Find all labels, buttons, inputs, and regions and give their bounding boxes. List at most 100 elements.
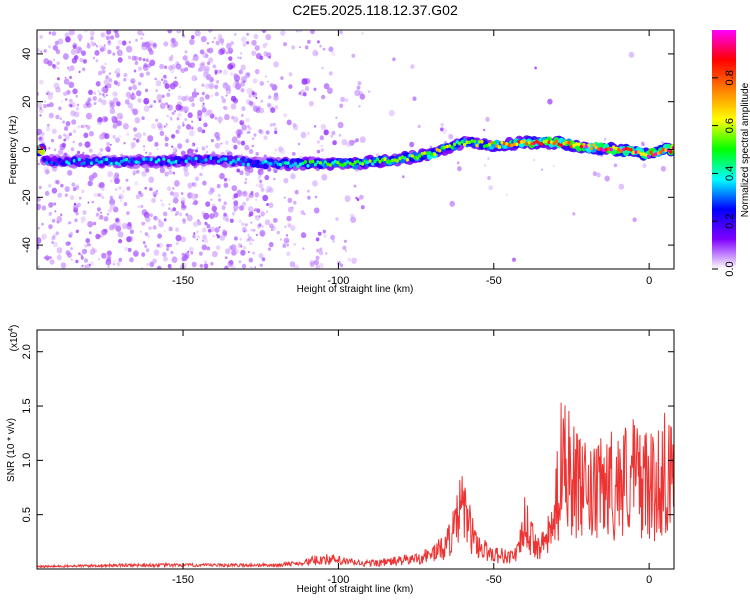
- spectrogram-speckle: [134, 181, 139, 186]
- spectrogram-speckle: [126, 132, 130, 136]
- spectrogram-speckle: [547, 98, 553, 105]
- spectrogram-speckle: [250, 266, 253, 269]
- colorbar-tick-label: 0.4: [724, 166, 736, 181]
- spectrogram-speckle: [286, 239, 289, 243]
- spectrogram-speckle: [121, 40, 127, 46]
- spectrogram-speckle: [360, 205, 365, 210]
- spectrogram-ridge-blob: [567, 140, 571, 145]
- spectrogram-ridge-blob: [525, 142, 529, 146]
- spectrogram-speckle: [106, 141, 110, 147]
- spectrogram-speckle: [216, 184, 221, 189]
- spectrogram-speckle: [337, 121, 344, 129]
- spectrogram-speckle: [151, 188, 153, 191]
- spectrogram-speckle: [126, 236, 132, 243]
- spectrogram-ridge-blob: [251, 163, 255, 168]
- spectrogram-speckle: [213, 211, 219, 218]
- spectrogram-speckle: [39, 108, 44, 114]
- spectrogram-ridge-blob: [124, 157, 129, 162]
- spectrogram-speckle: [144, 186, 147, 190]
- spectrogram-speckle: [252, 251, 256, 255]
- spectrogram-speckle: [171, 256, 178, 264]
- spectrogram-speckle: [116, 72, 121, 77]
- spectrogram-speckle: [80, 216, 86, 223]
- spectrogram-ridge-blob: [311, 159, 315, 164]
- spectrogram-speckle: [217, 193, 221, 198]
- spectrogram-speckle: [632, 217, 637, 222]
- spectrogram-ridge-blob: [147, 158, 151, 162]
- spectrogram-speckle: [258, 107, 265, 114]
- spectrogram-ridge-blob: [554, 139, 559, 144]
- spectrogram-speckle: [289, 261, 296, 268]
- spectrogram-speckle: [69, 221, 72, 225]
- spectrogram-ridge-blob: [609, 147, 613, 152]
- spectrogram-speckle: [193, 88, 197, 92]
- spectrogram-speckle: [230, 72, 233, 76]
- spectrogram-ridge-blob: [112, 161, 116, 165]
- spectrogram-speckle: [148, 176, 155, 183]
- spectrogram-speckle: [116, 120, 123, 127]
- spectrogram-ridge-blob: [214, 156, 218, 160]
- spectrogram-speckle: [117, 231, 124, 238]
- spectrogram-speckle: [258, 177, 261, 180]
- spectrogram-speckle: [115, 120, 122, 127]
- spectrogram-speckle: [192, 202, 195, 205]
- spectrogram-speckle: [161, 94, 165, 99]
- spectrogram-speckle: [48, 112, 54, 119]
- spectrogram-speckle: [235, 83, 242, 90]
- spectrogram-speckle: [237, 129, 244, 136]
- spectrogram-speckle: [223, 177, 228, 182]
- x-tick-label: -50: [486, 574, 502, 586]
- spectrogram-speckle: [48, 45, 51, 49]
- spectrogram-speckle: [191, 91, 198, 98]
- spectrogram-speckle: [274, 127, 278, 131]
- spectrogram-speckle: [264, 219, 271, 226]
- spectrogram-speckle: [193, 221, 199, 228]
- spectrogram-speckle: [241, 106, 246, 112]
- spectrogram-speckle: [153, 249, 160, 256]
- spectrogram-speckle: [618, 183, 625, 190]
- snr-panel: -150 -100 -50 0 0.5 1.0 1.5 2.0 Height of stra…: [6, 325, 675, 595]
- spectrogram-speckle: [131, 146, 134, 149]
- spectrogram-speckle: [39, 137, 42, 140]
- spectrogram-speckle: [214, 142, 221, 149]
- spectrogram-speckle: [251, 91, 256, 96]
- spectrogram-speckle: [87, 180, 93, 187]
- spectrogram-speckle: [66, 66, 70, 70]
- spectrogram-ridge-blob: [435, 147, 439, 152]
- spectrogram-speckle: [180, 200, 185, 205]
- spectrogram-speckle: [166, 114, 169, 118]
- spectrogram-speckle: [146, 262, 149, 267]
- spectrogram-speckle: [328, 46, 334, 52]
- spectrogram-speckle: [92, 221, 97, 226]
- spectrogram-speckle: [53, 82, 60, 90]
- spectrogram-speckle: [179, 213, 183, 217]
- spectrogram-speckle: [241, 36, 247, 43]
- spectrogram-speckle: [255, 184, 258, 187]
- spectrogram-speckle: [95, 81, 101, 87]
- spectrogram-speckle: [159, 63, 165, 70]
- spectrogram-speckle: [449, 200, 456, 207]
- snr-series-line: [37, 402, 674, 569]
- spectrogram-speckle: [268, 55, 271, 59]
- spectrogram-ridge-blob: [144, 157, 148, 161]
- spectrogram-ridge-blob: [162, 157, 166, 161]
- spectrogram-speckle: [388, 109, 395, 117]
- spectrogram-speckle: [315, 264, 320, 269]
- spectrogram-ridge-blob: [510, 143, 514, 148]
- spectrogram-speckle: [68, 132, 72, 137]
- spectrogram-speckle: [287, 206, 294, 213]
- spectrogram-speckle: [225, 248, 228, 252]
- spectrogram-speckle: [57, 67, 60, 70]
- spectrogram-speckle: [82, 210, 87, 215]
- spectrogram-speckle: [100, 234, 104, 238]
- spectrogram-ridge-blob: [239, 159, 243, 164]
- spectrogram-speckle: [296, 30, 299, 33]
- spectrogram-speckle: [51, 128, 57, 135]
- spectrogram-speckle: [153, 194, 157, 198]
- spectrogram-speckle: [261, 225, 264, 228]
- spectrogram-speckle: [273, 61, 279, 68]
- spectrogram-speckle: [130, 94, 136, 101]
- spectrogram-speckle: [259, 263, 263, 267]
- spectrogram-speckle: [196, 147, 199, 150]
- spectrogram-speckle: [82, 67, 86, 72]
